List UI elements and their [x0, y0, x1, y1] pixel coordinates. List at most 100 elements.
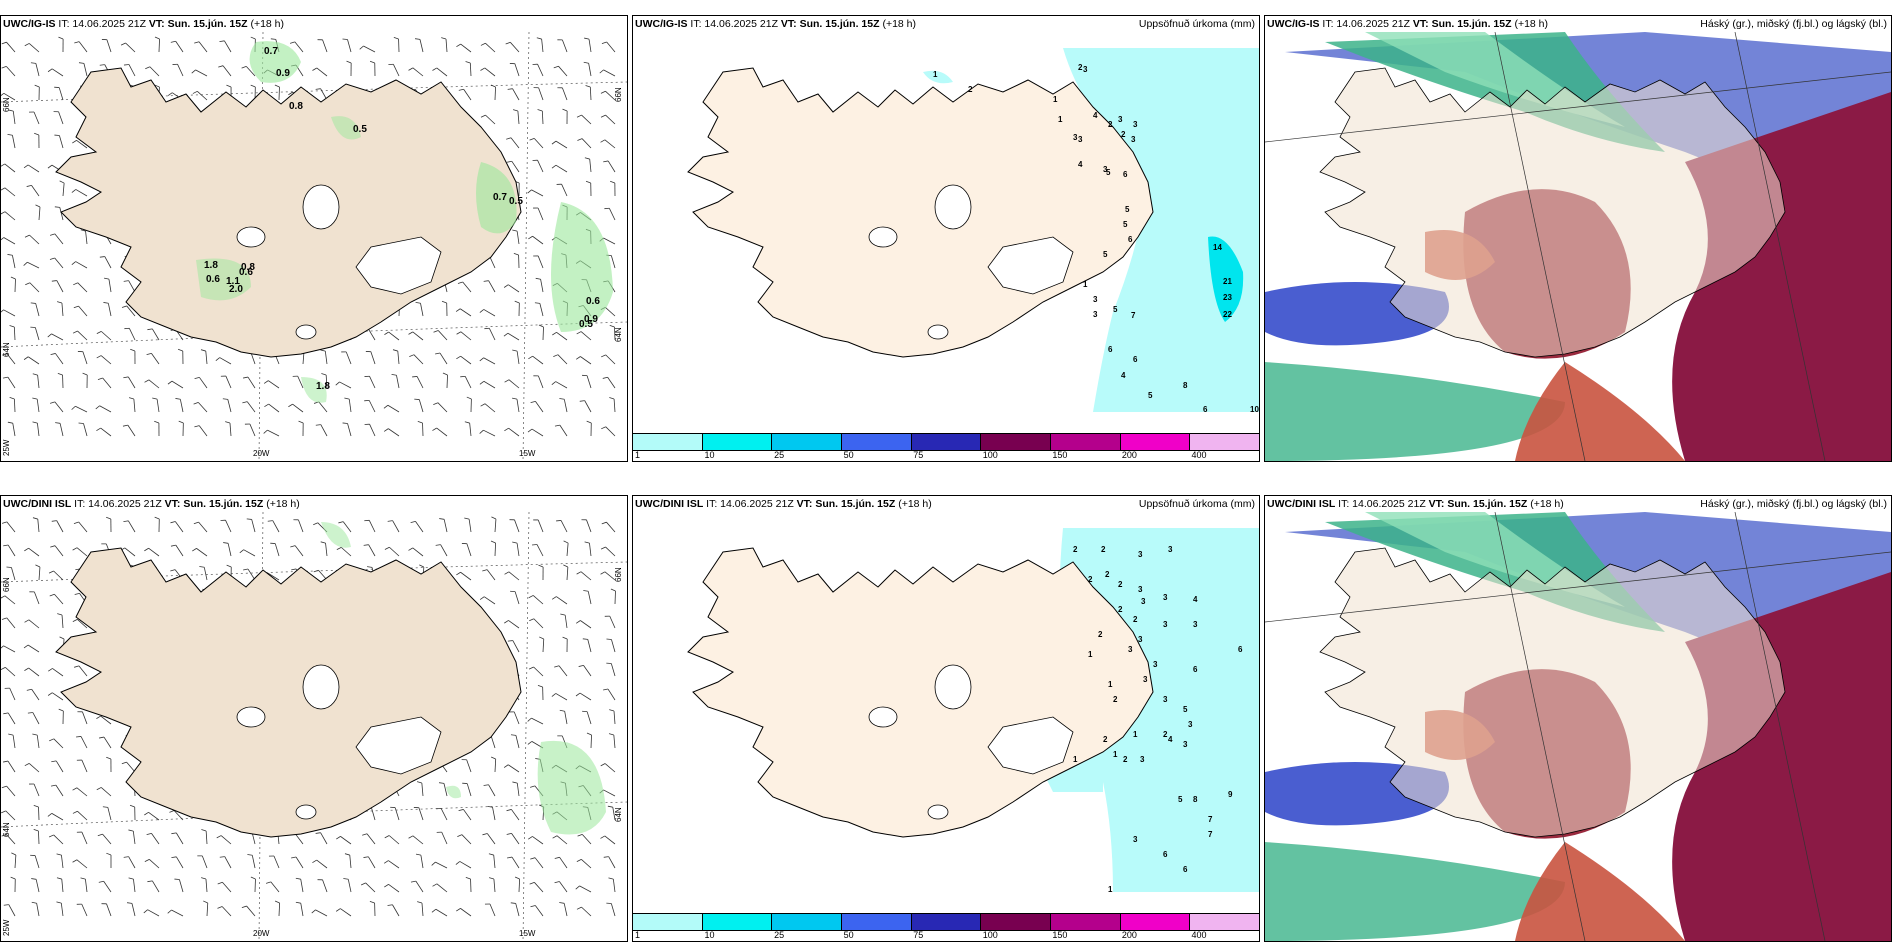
precip-value-label: 0.7 — [493, 192, 507, 203]
precip-value-label: 4 — [1093, 111, 1098, 120]
precip-value-label: 0.8 — [241, 262, 255, 273]
precip-value-label: 0.7 — [264, 46, 278, 57]
precip-value-label: 0.5 — [509, 196, 523, 207]
legend-swatch — [772, 914, 843, 930]
panel-subtitle: Háský (gr.), miðský (fj.bl.) og lágský (… — [1700, 498, 1887, 510]
precip-value-label: 10 — [1250, 405, 1259, 414]
precip-value-label: 2 — [1133, 615, 1138, 624]
axis-label: 15W — [519, 929, 536, 938]
legend-swatch — [702, 914, 773, 930]
precip-value-label: 23 — [1223, 293, 1232, 302]
legend-tick-label: 200 — [1121, 450, 1137, 460]
legend-tick-label: 400 — [1191, 450, 1207, 460]
precip-value-label: 5 — [1178, 795, 1183, 804]
legend-swatch — [1190, 914, 1259, 930]
precip-value-label: 2 — [1113, 695, 1118, 704]
precip-value-label: 4 — [1168, 735, 1173, 744]
precip-value-label: 2 — [1121, 130, 1126, 139]
legend-tick-label: 50 — [843, 930, 854, 940]
cloud-map — [1265, 512, 1891, 941]
precip-value-label: 22 — [1223, 310, 1232, 319]
precip-value-label: 6 — [1193, 665, 1198, 674]
panel-title: UWC/DINI ISL IT: 14.06.2025 21Z VT: Sun.… — [3, 498, 300, 510]
legend-swatch — [842, 914, 912, 930]
precip-value-label: 1 — [1058, 115, 1063, 124]
precip-value-label: 2 — [1105, 570, 1110, 579]
precip-legend: 1 10 25 50 75 100 150 200 400 — [633, 913, 1259, 941]
precip-value-label: 8 — [1183, 381, 1188, 390]
precip-value-label: 3 — [1073, 133, 1078, 142]
precip-value-label: 3 — [1138, 550, 1143, 559]
legend-tick-label: 25 — [774, 930, 785, 940]
precip-value-label: 6 — [1183, 865, 1188, 874]
precip-value-label: 3 — [1093, 295, 1098, 304]
legend-tick-label: 150 — [1052, 930, 1068, 940]
precip-value-label: 1 — [1133, 730, 1138, 739]
panel-ig-wind: UWC/IG-IS IT: 14.06.2025 21Z VT: Sun. 15… — [0, 15, 628, 462]
axis-label: 25W — [2, 919, 11, 936]
legend-tick-label: 150 — [1052, 450, 1068, 460]
precip-value-label: 5 — [1106, 168, 1111, 177]
legend-tick-label: 100 — [982, 450, 998, 460]
precip-value-label: 0.6 — [239, 267, 253, 278]
legend-swatch — [1190, 434, 1259, 450]
precip-value-label: 3 — [1133, 120, 1138, 129]
precip-value-label: 6 — [1128, 235, 1133, 244]
axis-label: 66N — [614, 87, 623, 102]
axis-label: 66N — [2, 97, 11, 112]
precip-value-label: 9 — [1228, 790, 1233, 799]
panel-dini-cloud: UWC/DINI ISL IT: 14.06.2025 21Z VT: Sun.… — [1264, 495, 1892, 942]
legend-swatch — [981, 434, 1052, 450]
precip-value-label: 5 — [1113, 305, 1118, 314]
panel-ig-cloud: UWC/IG-IS IT: 14.06.2025 21Z VT: Sun. 15… — [1264, 15, 1892, 462]
legend-swatch — [1051, 434, 1121, 450]
legend-tick-label: 50 — [843, 450, 854, 460]
cloud-map — [1265, 32, 1891, 461]
precip-value-label: 3 — [1083, 65, 1088, 74]
precip-value-label: 3 — [1133, 835, 1138, 844]
axis-label: 64N — [614, 807, 623, 822]
precip-value-label: 6 — [1238, 645, 1243, 654]
precip-value-label: 21 — [1223, 277, 1232, 286]
precip-value-label: 0.9 — [584, 314, 598, 325]
precip-value-label: 3 — [1163, 593, 1168, 602]
panel-ig-precip: UWC/IG-IS IT: 14.06.2025 21Z VT: Sun. 15… — [632, 15, 1260, 462]
precip-value-label: 2 — [1078, 63, 1083, 72]
precip-value-label: 3 — [1183, 740, 1188, 749]
legend-swatch — [633, 434, 703, 450]
precip-legend: 1 10 25 50 75 100 150 200 400 — [633, 433, 1259, 461]
precip-value-label: 3 — [1131, 135, 1136, 144]
legend-swatch — [981, 914, 1052, 930]
precip-value-label: 1 — [1073, 755, 1078, 764]
precip-value-label: 1 — [1108, 680, 1113, 689]
panel-title: UWC/IG-IS IT: 14.06.2025 21Z VT: Sun. 15… — [635, 18, 917, 30]
legend-swatch — [1120, 434, 1191, 450]
panel-subtitle: Háský (gr.), miðský (fj.bl.) og lágský (… — [1700, 18, 1887, 30]
precip-value-label: 5 — [1125, 205, 1130, 214]
precip-value-label: 1 — [1108, 885, 1113, 894]
legend-tick-label: 75 — [913, 930, 924, 940]
precip-value-label: 0.5 — [579, 319, 593, 330]
precip-value-label: 3 — [1078, 135, 1083, 144]
precip-value-label: 3 — [1188, 720, 1193, 729]
precip-value-label: 0.5 — [353, 124, 367, 135]
precip-value-label: 14 — [1213, 243, 1222, 252]
panel-subtitle: Uppsöfnuð úrkoma (mm) — [1138, 18, 1255, 30]
precip-value-label: 3 — [1193, 620, 1198, 629]
panel-dini-precip: UWC/DINI ISL IT: 14.06.2025 21Z VT: Sun.… — [632, 495, 1260, 942]
precip-value-label: 3 — [1103, 165, 1108, 174]
legend-swatch — [772, 434, 843, 450]
precip-value-label: 6 — [1163, 850, 1168, 859]
legend-swatch — [1120, 914, 1191, 930]
axis-label: 15W — [519, 449, 536, 458]
legend-tick-label: 10 — [704, 930, 715, 940]
wind-map: 66N 64N 66N 64N 20W 15W 25W — [1, 512, 627, 941]
precip-value-label: 7 — [1131, 311, 1136, 320]
precip-value-label: 3 — [1138, 635, 1143, 644]
precip-value-label: 3 — [1163, 695, 1168, 704]
precip-value-label: 4 — [1121, 371, 1126, 380]
precip-value-label: 2 — [1123, 755, 1128, 764]
